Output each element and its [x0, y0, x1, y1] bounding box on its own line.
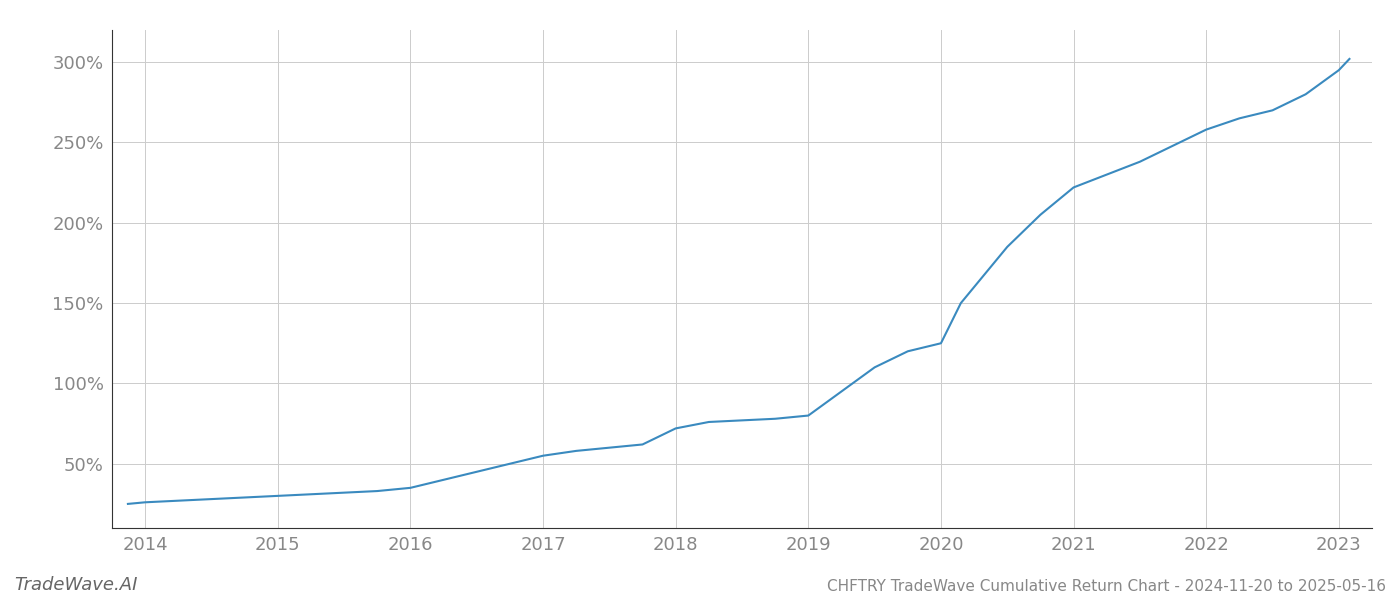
Text: CHFTRY TradeWave Cumulative Return Chart - 2024-11-20 to 2025-05-16: CHFTRY TradeWave Cumulative Return Chart… — [827, 579, 1386, 594]
Text: TradeWave.AI: TradeWave.AI — [14, 576, 137, 594]
